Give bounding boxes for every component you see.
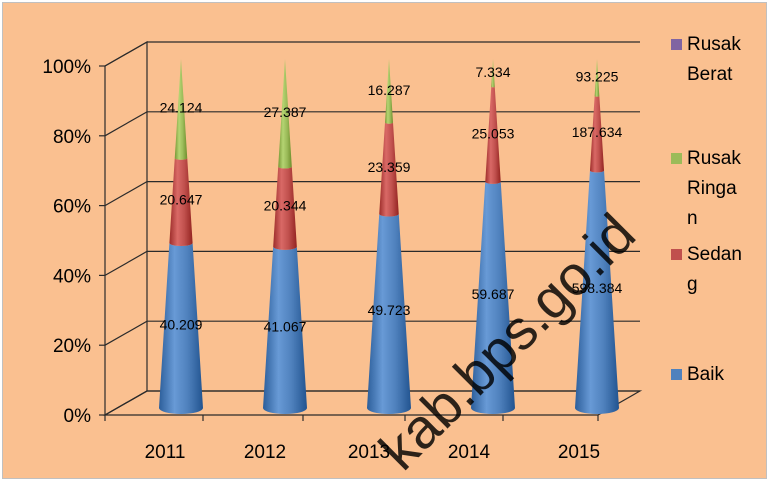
gridline [104, 250, 640, 276]
cone-segment-sedang [379, 122, 399, 217]
x-axis-ticks: 2011 2012 2013 2014 2015 [104, 415, 600, 463]
cone-segment-rusak-ringan [174, 59, 188, 160]
y-tick-label: 20% [53, 336, 91, 357]
gridline [104, 111, 640, 137]
legend: Rusak Berat Rusak Ringa n Sedan g Baik [671, 34, 742, 385]
y-axis-ticks: 0% 20% 40% 60% 80% 100% [42, 57, 91, 427]
legend-label: Sedan [687, 244, 742, 265]
data-label: 93.225 [576, 69, 619, 85]
data-label: 16.287 [368, 82, 411, 98]
cone-segment-baik [575, 170, 619, 414]
legend-label: Rusak [687, 34, 741, 55]
cone-segment-baik [367, 213, 411, 414]
data-label: 7.334 [475, 64, 510, 80]
cone-segment-sedang [589, 96, 605, 173]
data-label: 25.053 [472, 125, 515, 141]
data-label: 20.647 [160, 191, 203, 207]
legend-label: Rusak [687, 148, 741, 169]
cone-segment-sedang [485, 86, 501, 184]
x-tick-label: 2015 [558, 442, 600, 463]
y-tick-label: 60% [53, 197, 91, 218]
gridline [104, 41, 640, 67]
side-wall [104, 40, 148, 417]
legend-swatch [671, 369, 682, 380]
legend-item-sedang: Sedan g [671, 244, 742, 295]
gridline [104, 320, 640, 346]
x-tick-label: 2013 [348, 442, 390, 463]
cone-segment-baik [471, 181, 515, 414]
data-labels: 40.209 20.647 24.124 41.067 20.344 27.387 49.7… [160, 64, 623, 334]
data-label: 41.067 [264, 318, 307, 334]
y-tick-label: 0% [64, 406, 92, 427]
data-label: 40.209 [160, 316, 203, 332]
data-label: 20.344 [264, 198, 307, 214]
data-label: 59.687 [472, 286, 515, 302]
gridlines [99, 41, 640, 416]
legend-swatch [671, 249, 682, 260]
legend-label: n [687, 208, 698, 229]
data-label: 24.124 [160, 100, 203, 116]
legend-label: Berat [687, 64, 733, 85]
legend-item-rusak-berat: Rusak Berat [671, 34, 741, 85]
legend-item-rusak-ringan: Rusak Ringa n [671, 148, 741, 229]
data-label: 49.723 [368, 302, 411, 318]
legend-swatch [671, 39, 682, 50]
data-label: 23.359 [368, 159, 411, 175]
cone-segment-rusak-ringan [278, 59, 292, 169]
legend-label: Ringa [687, 178, 737, 199]
legend-item-baik: Baik [671, 364, 724, 385]
data-label: 598.384 [572, 280, 623, 296]
cone-segment-baik [263, 246, 307, 414]
cone-segment-sedang [273, 166, 297, 250]
legend-label: g [687, 274, 698, 295]
gridline [104, 181, 640, 207]
cone-segment-sedang [169, 158, 193, 247]
data-label: 27.387 [264, 104, 307, 120]
y-tick-label: 40% [53, 266, 91, 287]
cone-segment-rusak-ringan [384, 59, 394, 124]
legend-swatch [671, 153, 682, 164]
cone-segment-baik [159, 242, 203, 414]
x-tick-label: 2014 [448, 442, 491, 463]
x-tick-label: 2012 [244, 442, 286, 463]
cone-segment-rusak-ringan [594, 59, 600, 97]
legend-label: Baik [687, 364, 724, 385]
cones [159, 59, 619, 414]
cone-segment-rusak-ringan [491, 59, 495, 88]
y-tick-label: 100% [42, 57, 91, 78]
data-label: 187.634 [572, 124, 623, 140]
y-tick-label: 80% [53, 127, 91, 148]
x-tick-label: 2011 [145, 442, 186, 463]
cone-chart: 0%20%40%60%80%100% 2011 2012 2013 2014 2015 … [42, 34, 742, 480]
